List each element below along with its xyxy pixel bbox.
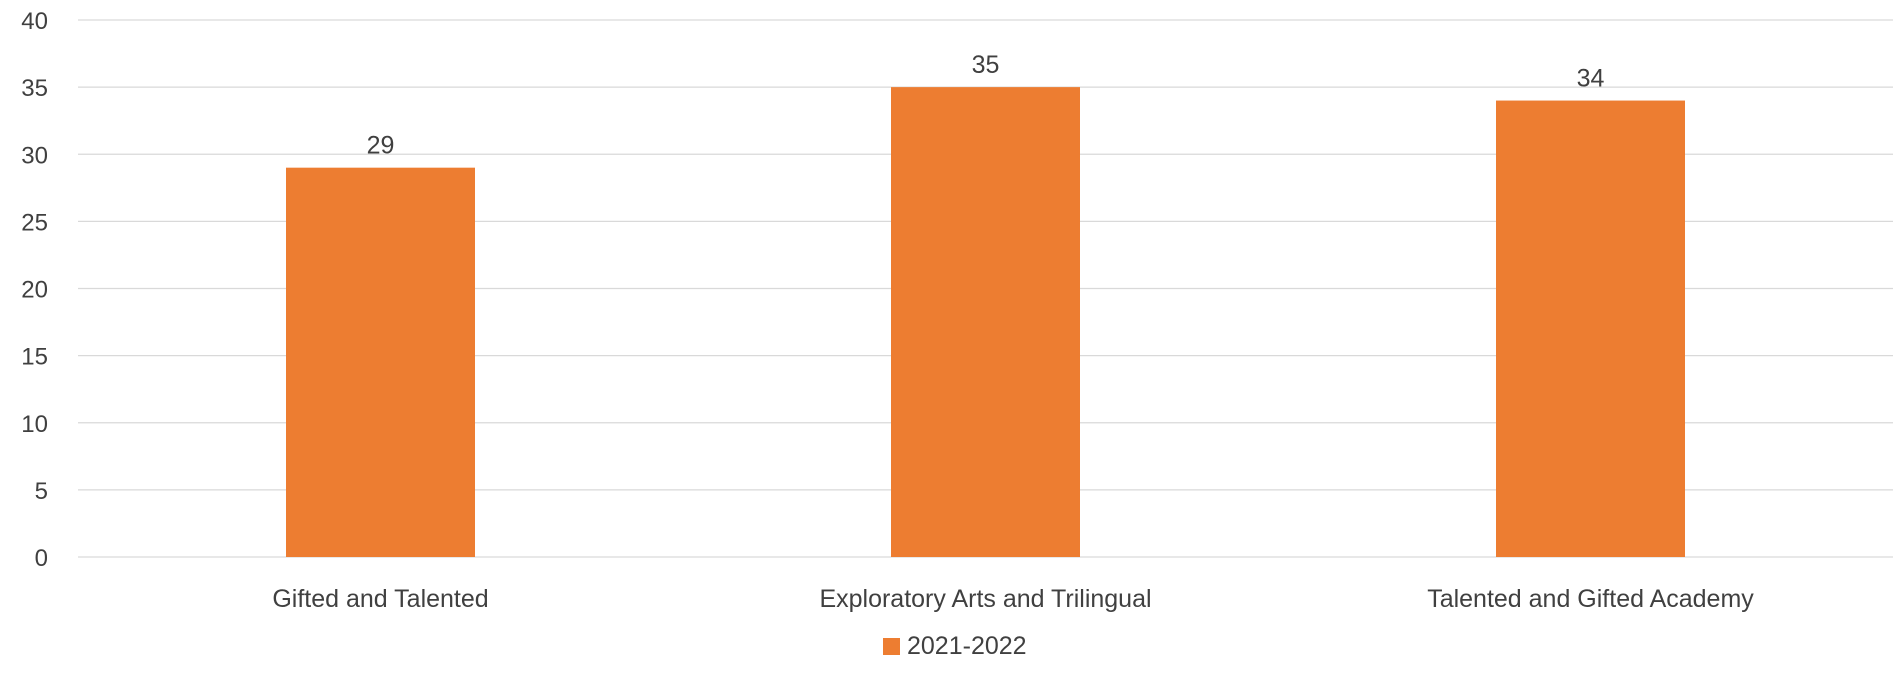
legend: 2021-2022	[883, 632, 1027, 660]
data-label: 29	[367, 132, 395, 160]
y-axis-tick-labels: 0 5 10 15 20 25 30 35 40	[21, 8, 48, 572]
y-tick-label: 20	[21, 277, 48, 304]
data-label: 35	[972, 51, 1000, 79]
y-tick-label: 15	[21, 344, 48, 371]
legend-swatch	[883, 638, 900, 655]
y-tick-label: 5	[35, 478, 48, 505]
legend-label: 2021-2022	[907, 632, 1027, 660]
data-labels: 29 35 34	[367, 51, 1605, 160]
data-label: 34	[1577, 65, 1605, 93]
x-tick-label: Talented and Gifted Academy	[1427, 585, 1754, 613]
x-tick-label: Gifted and Talented	[272, 585, 488, 613]
x-tick-label: Exploratory Arts and Trilingual	[819, 585, 1151, 613]
y-tick-label: 0	[35, 545, 48, 572]
y-tick-label: 30	[21, 142, 48, 169]
y-tick-label: 40	[21, 8, 48, 35]
y-tick-label: 25	[21, 209, 48, 236]
bar	[1496, 100, 1685, 558]
y-tick-label: 10	[21, 411, 48, 438]
bar	[286, 167, 475, 558]
bars	[286, 87, 1685, 558]
bar	[891, 87, 1080, 557]
x-axis-tick-labels: Gifted and Talented Exploratory Arts and …	[272, 585, 1754, 613]
y-tick-label: 35	[21, 75, 48, 102]
